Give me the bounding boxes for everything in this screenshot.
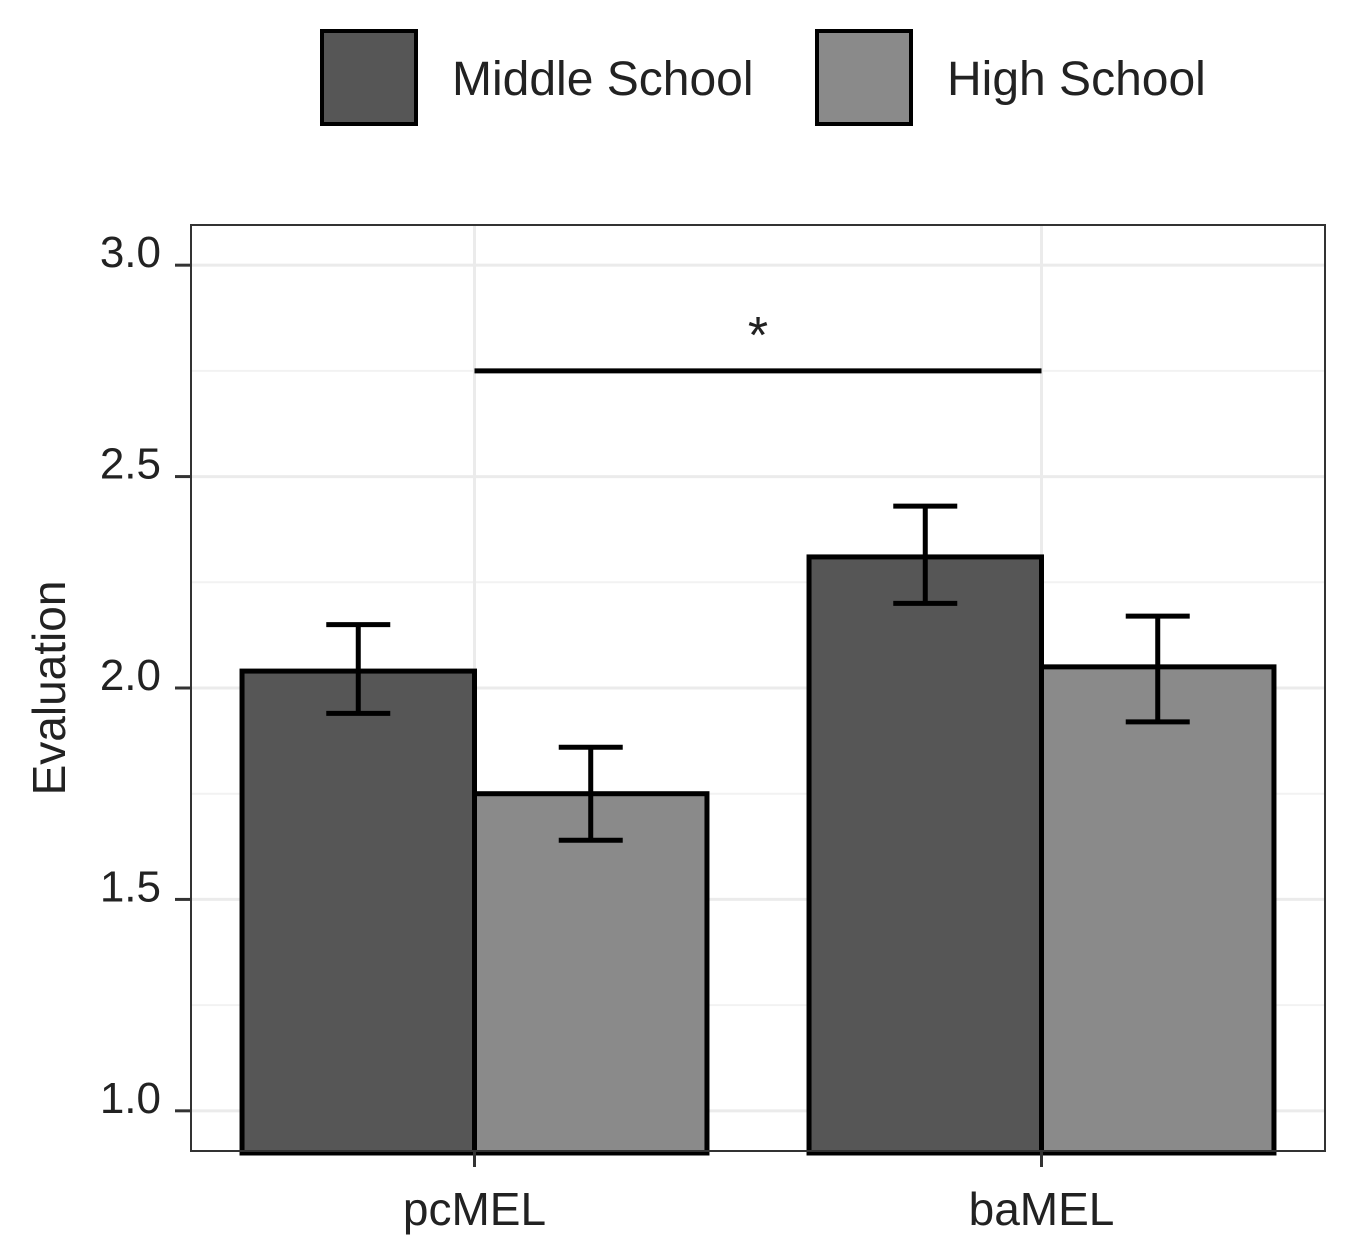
y-tick-label: 2.0 bbox=[100, 651, 161, 700]
legend-swatch-middle-school bbox=[320, 29, 418, 126]
y-tick-label: 3.0 bbox=[100, 228, 161, 277]
y-tick-label: 1.5 bbox=[100, 862, 161, 911]
legend: Middle School High School bbox=[320, 29, 1206, 126]
legend-label-high-school: High School bbox=[947, 53, 1206, 106]
bar-middle-school-bamel bbox=[806, 554, 1045, 1156]
y-axis: 1.0 1.5 2.0 2.5 3.0 bbox=[100, 228, 191, 1123]
legend-swatch-high-school bbox=[815, 29, 913, 126]
y-axis-title: Evaluation bbox=[23, 581, 75, 796]
x-tick-label-pcmel: pcMEL bbox=[403, 1183, 546, 1235]
bars bbox=[239, 554, 1277, 1156]
x-tick-label-bamel: baMEL bbox=[969, 1183, 1115, 1235]
bar-middle-school-pcmel bbox=[239, 668, 477, 1156]
x-axis: pcMEL baMEL bbox=[403, 1151, 1114, 1235]
significance-label: * bbox=[748, 307, 768, 365]
significance-annotation: * bbox=[474, 307, 1042, 374]
bar-high-school-pcmel bbox=[472, 791, 710, 1156]
error-bars bbox=[326, 503, 1190, 843]
y-tick-label: 2.5 bbox=[100, 440, 161, 489]
y-tick-label: 1.0 bbox=[100, 1074, 161, 1123]
legend-label-middle-school: Middle School bbox=[452, 53, 754, 106]
bar-high-school-bamel bbox=[1039, 664, 1277, 1156]
